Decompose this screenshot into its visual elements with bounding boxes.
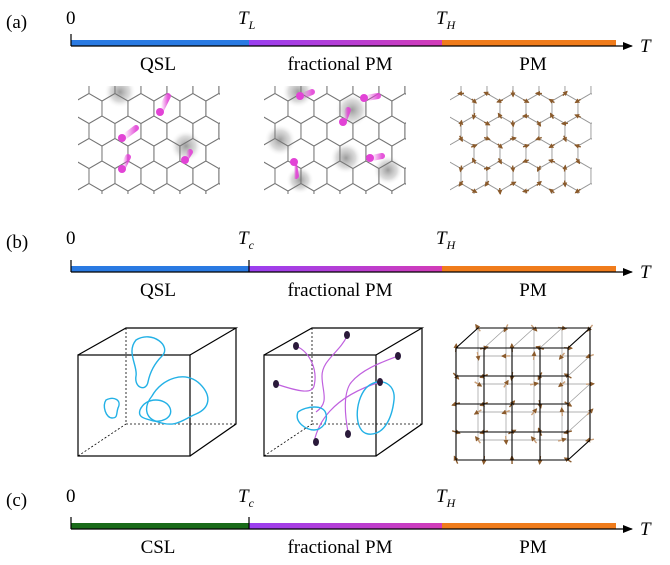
panel-label: (c) xyxy=(6,490,27,511)
phase-high-label: PM xyxy=(519,54,547,75)
phase-high-label: PM xyxy=(519,280,547,301)
panel-label: (b) xyxy=(6,232,28,253)
low-transition-label: Tc xyxy=(238,486,255,510)
cube-pm-illustration xyxy=(451,323,595,465)
origin-label: 0 xyxy=(66,228,76,249)
spinon xyxy=(181,149,193,164)
spin-arrows xyxy=(456,90,581,195)
low-transition-label: TL xyxy=(238,8,256,32)
fractional-bar xyxy=(249,40,442,46)
vison-string xyxy=(275,345,316,392)
origin-label: 0 xyxy=(66,486,76,507)
spinon xyxy=(339,107,351,126)
phase-low-label: CSL xyxy=(141,537,176,558)
panel-c: (c) 0 Tc TH T CSL fractional PM PM xyxy=(6,486,652,558)
axis-variable-label: T xyxy=(640,519,652,540)
vison-blob xyxy=(170,130,202,162)
low-transition-label: Tc xyxy=(238,228,255,252)
phase-mid-label: fractional PM xyxy=(287,537,392,558)
qsl-bar xyxy=(71,266,249,272)
hexagonal-lattice xyxy=(78,86,220,194)
fractional-bar xyxy=(249,523,442,529)
vison-loop xyxy=(138,399,172,422)
axis-variable-label: T xyxy=(640,36,652,57)
high-transition-label: TH xyxy=(436,228,457,252)
vison-blob xyxy=(104,86,136,108)
vison-blob xyxy=(264,124,296,156)
pm-bar xyxy=(442,40,616,46)
spinon xyxy=(290,158,299,179)
fractional-bar xyxy=(249,266,442,272)
phase-high-label: PM xyxy=(519,537,547,558)
vison-loop xyxy=(103,397,120,419)
cube-fractional-illustration xyxy=(263,327,425,457)
phase-mid-label: fractional PM xyxy=(287,280,392,301)
vison-loop xyxy=(356,381,395,435)
axis-variable-label: T xyxy=(640,262,652,283)
phase-mid-label: fractional PM xyxy=(287,54,392,75)
spinon xyxy=(366,153,385,162)
panel-b: (b) 0 Tc TH T QSL fractional PM PM xyxy=(6,228,652,465)
cube-qsl-illustration xyxy=(77,327,239,457)
pm-bar xyxy=(442,266,616,272)
vison-blob xyxy=(330,142,362,174)
vison-loop xyxy=(131,336,166,389)
vison-loop xyxy=(145,376,209,425)
high-transition-label: TH xyxy=(436,8,457,32)
pm-bar xyxy=(442,523,616,529)
spinon xyxy=(118,154,131,173)
vison-loop xyxy=(296,406,328,431)
honeycomb-qsl-illustration xyxy=(78,86,220,194)
high-transition-label: TH xyxy=(436,486,457,510)
csl-bar xyxy=(71,523,249,529)
hexagonal-lattice xyxy=(450,86,592,194)
spinon xyxy=(296,89,315,100)
vison-string xyxy=(344,355,399,433)
spinon xyxy=(118,125,139,142)
panel-a: (a) 0 TL TH T QSL fractional PM PM xyxy=(6,8,652,195)
phase-low-label: QSL xyxy=(140,280,176,301)
panel-label: (a) xyxy=(6,12,27,33)
spinon xyxy=(156,93,171,116)
spinon xyxy=(360,93,381,102)
honeycomb-pm-illustration xyxy=(450,86,592,195)
qsl-bar xyxy=(71,40,249,46)
vison-string xyxy=(315,335,348,413)
hexagonal-lattice xyxy=(264,86,406,194)
phase-low-label: QSL xyxy=(140,54,176,75)
origin-label: 0 xyxy=(66,8,76,29)
honeycomb-fractional-illustration xyxy=(264,86,406,194)
